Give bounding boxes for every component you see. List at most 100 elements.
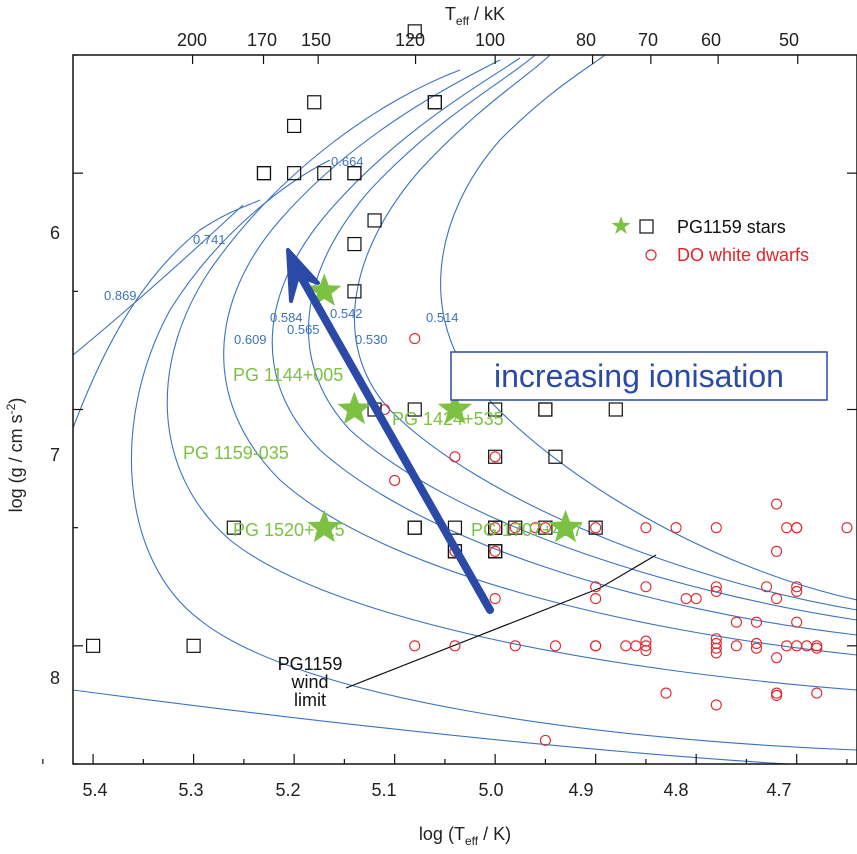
do-white-dwarf-point xyxy=(640,645,652,657)
x2-axis-title: Teff / kK xyxy=(445,4,505,28)
track-label: 0.542 xyxy=(330,306,363,321)
pg1159-star-point xyxy=(307,509,342,543)
track-0542 xyxy=(307,55,857,621)
legend-star-marker xyxy=(611,216,631,234)
pg1159-star-point xyxy=(337,391,372,425)
do-white-dwarf-point xyxy=(489,593,501,605)
x-tick-label: 5.1 xyxy=(371,780,396,800)
wind-limit-label-line: wind xyxy=(290,672,328,692)
ionisation-arrow xyxy=(286,248,494,614)
do-white-dwarf-point xyxy=(710,522,722,534)
axis-ticks xyxy=(42,54,857,765)
do-white-dwarf-point xyxy=(710,581,722,593)
do-white-dwarf-point xyxy=(710,647,722,659)
do-white-dwarf-point xyxy=(750,637,763,650)
do-white-dwarf-point xyxy=(590,522,602,534)
y-tick-label: 8 xyxy=(50,668,60,688)
x-tick-label: 4.8 xyxy=(663,780,688,800)
evolutionary-tracks xyxy=(73,55,857,764)
do-white-dwarf-point xyxy=(489,522,501,534)
do-white-dwarf-point xyxy=(771,593,783,605)
wind-limit-label: PG1159 wind limit xyxy=(278,654,343,710)
x2-tick-label: 70 xyxy=(638,30,658,50)
do-white-dwarf-point xyxy=(730,640,742,652)
pg1159-star-markers xyxy=(307,273,583,543)
do-white-dwarf-point xyxy=(791,640,803,652)
y-axis-title: log (g / cm s-2) xyxy=(4,398,26,513)
x-axis-title: log (Teff / K) xyxy=(419,824,511,848)
pg1159-square-point xyxy=(538,402,553,417)
pg1159-square-point xyxy=(86,638,101,653)
do-white-dwarf-point xyxy=(640,522,652,534)
do-white-dwarf-point xyxy=(760,581,773,593)
do-white-dwarf-point xyxy=(841,522,853,534)
pg1159-square-point xyxy=(407,520,422,535)
do-white-dwarf-point xyxy=(549,640,562,652)
pg1159-square-point xyxy=(538,520,553,535)
legend-circle-marker xyxy=(645,249,657,261)
track-0584 xyxy=(223,59,857,656)
star-label: PG 1159-035 xyxy=(183,443,289,463)
pg1159-square-markers xyxy=(86,24,623,653)
track-label: 0.741 xyxy=(193,232,226,247)
x-tick-label: 5.4 xyxy=(82,780,107,800)
do-white-dwarf-point xyxy=(539,522,551,534)
pg1159-square-point xyxy=(256,166,272,181)
do-white-dwarf-point xyxy=(590,593,602,605)
track-labels: 0.869 0.741 0.664 0.609 0.584 0.565 0.54… xyxy=(104,154,459,347)
x-tick-label: 5.0 xyxy=(478,780,503,800)
pg1159-square-point xyxy=(307,95,322,110)
ionisation-annotation: increasing ionisation xyxy=(450,351,828,401)
do-white-dwarf-point xyxy=(670,522,682,534)
pg1159-square-point xyxy=(538,402,553,417)
x2-tick-label: 80 xyxy=(576,30,596,50)
do-white-dwarf-point xyxy=(771,652,783,664)
x2-tick-labels: 200 170 150 120 100 80 70 60 50 xyxy=(177,30,799,50)
do-white-dwarf-point xyxy=(509,522,521,534)
do-white-dwarf-point xyxy=(409,640,421,652)
pg1159-square-point xyxy=(317,166,332,181)
track-label: 0.609 xyxy=(234,332,267,347)
do-white-dwarf-point xyxy=(730,616,742,628)
do-white-dwarf-point xyxy=(791,522,803,534)
do-white-dwarf-point xyxy=(710,699,722,711)
y-tick-labels: 6 7 8 xyxy=(50,223,60,688)
pg1159-square-point xyxy=(488,402,503,417)
star-labels: PG 1144+005 PG 1159-035 PG 1424+535 PG 1… xyxy=(183,365,583,540)
pg1159-square-point xyxy=(588,520,603,535)
pg1159-square-point xyxy=(347,236,362,252)
pg1159-square-point xyxy=(347,284,362,299)
legend-square-marker xyxy=(639,219,654,234)
pg1159-square-point xyxy=(287,166,302,181)
star-label: PG 1707+427 xyxy=(471,520,583,540)
pg1159-square-point xyxy=(447,520,463,535)
do-white-dwarf-point xyxy=(771,498,783,510)
do-white-dwarf-point xyxy=(690,593,702,605)
x2-tick-label: 120 xyxy=(395,30,425,50)
track-0530 xyxy=(353,55,857,611)
do-white-dwarf-point xyxy=(791,581,803,593)
do-white-dwarf-point xyxy=(811,687,823,699)
legend-pg1159-label: PG1159 stars xyxy=(677,217,786,237)
pg1159-square-point xyxy=(186,638,201,653)
track-label: 0.565 xyxy=(287,322,320,337)
do-white-dwarf-point xyxy=(449,451,461,463)
do-white-dwarf-point xyxy=(791,616,803,628)
pg1159-square-point xyxy=(367,213,382,228)
do-white-dwarf-point xyxy=(750,642,763,654)
x2-tick-label: 150 xyxy=(301,30,331,50)
x-tick-labels: 5.4 5.3 5.2 5.1 5.0 4.9 4.8 4.7 xyxy=(82,780,791,800)
pg1159-square-point xyxy=(407,402,422,417)
x2-tick-label: 170 xyxy=(247,30,277,50)
do-white-dwarf-point xyxy=(640,640,652,652)
do-white-dwarf-point xyxy=(680,593,692,605)
pg1159-square-point xyxy=(608,402,623,417)
y-tick-label: 7 xyxy=(50,445,60,465)
x2-tick-label: 200 xyxy=(177,30,207,50)
wind-limit-label-line: PG1159 xyxy=(278,654,343,674)
do-white-dwarf-point xyxy=(811,642,823,654)
star-label: PG 1520+525 xyxy=(233,520,345,540)
do-white-dwarf-point xyxy=(771,545,783,557)
legend-do-label: DO white dwarfs xyxy=(677,245,809,265)
do-white-dwarf-point xyxy=(489,451,501,463)
